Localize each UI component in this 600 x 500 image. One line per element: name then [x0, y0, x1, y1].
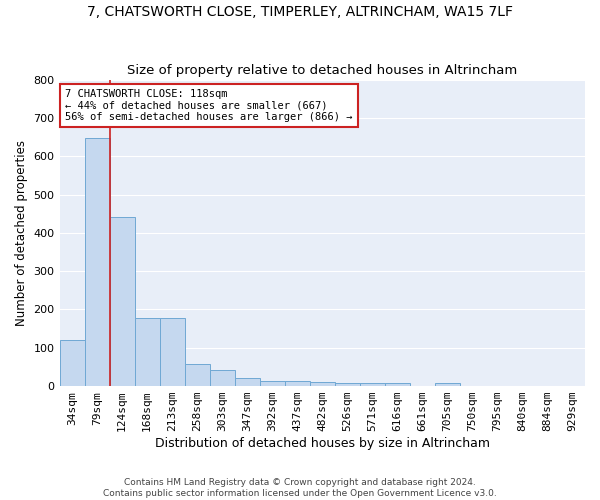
Bar [360, 384, 385, 386]
Bar [235, 378, 260, 386]
Bar [110, 218, 134, 386]
X-axis label: Distribution of detached houses by size in Altrincham: Distribution of detached houses by size … [155, 437, 490, 450]
Text: 7, CHATSWORTH CLOSE, TIMPERLEY, ALTRINCHAM, WA15 7LF: 7, CHATSWORTH CLOSE, TIMPERLEY, ALTRINCH… [87, 5, 513, 19]
Title: Size of property relative to detached houses in Altrincham: Size of property relative to detached ho… [127, 64, 517, 77]
Text: 7 CHATSWORTH CLOSE: 118sqm
← 44% of detached houses are smaller (667)
56% of sem: 7 CHATSWORTH CLOSE: 118sqm ← 44% of deta… [65, 89, 352, 122]
Bar [134, 318, 160, 386]
Bar [335, 383, 360, 386]
Bar [260, 381, 285, 386]
Bar [85, 138, 110, 386]
Bar [160, 318, 185, 386]
Bar [185, 364, 209, 386]
Y-axis label: Number of detached properties: Number of detached properties [15, 140, 28, 326]
Bar [435, 383, 460, 386]
Text: Contains HM Land Registry data © Crown copyright and database right 2024.
Contai: Contains HM Land Registry data © Crown c… [103, 478, 497, 498]
Bar [209, 370, 235, 386]
Bar [385, 383, 410, 386]
Bar [285, 381, 310, 386]
Bar [310, 382, 335, 386]
Bar [59, 340, 85, 386]
